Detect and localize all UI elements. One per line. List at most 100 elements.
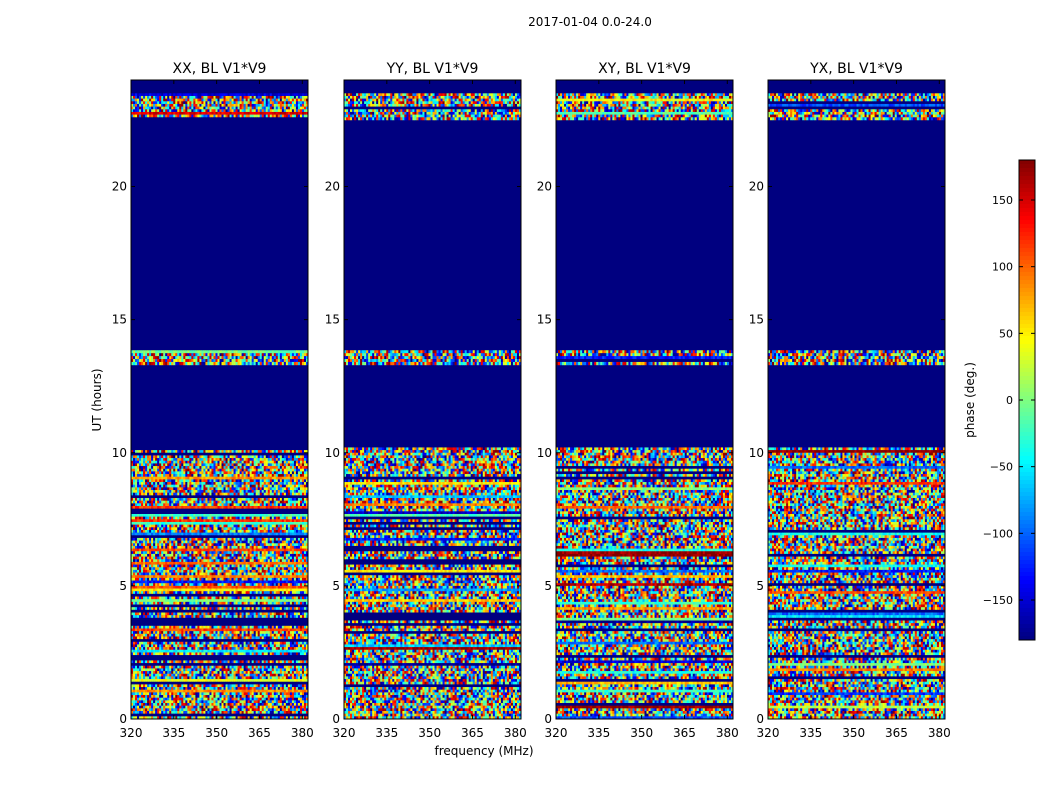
heatmap-cell: [259, 564, 263, 568]
heatmap-cell: [169, 519, 172, 523]
heatmap-cell: [167, 455, 170, 459]
heatmap-cell: [267, 545, 271, 549]
heatmap-cell: [301, 455, 305, 459]
heatmap-cell: [271, 569, 275, 573]
heatmap-cell: [223, 540, 226, 544]
heatmap-cell: [221, 524, 224, 528]
heatmap-cell: [159, 524, 162, 528]
heatmap-cell: [171, 458, 174, 462]
heatmap-cell: [165, 548, 168, 552]
heatmap-cell: [211, 492, 214, 496]
heatmap-cell: [219, 506, 222, 509]
heatmap-cell: [135, 458, 138, 462]
heatmap-cell: [297, 556, 301, 560]
heatmap-cell: [291, 450, 295, 454]
heatmap-cell: [145, 575, 148, 579]
heatmap-cell: [299, 503, 303, 507]
heatmap-cell: [223, 500, 226, 504]
heatmap-cell: [279, 447, 283, 451]
heatmap-cell: [203, 468, 206, 472]
heatmap-cell: [209, 535, 212, 539]
heatmap-cell: [245, 551, 248, 555]
heatmap-cell: [291, 471, 295, 475]
heatmap-cell: [207, 479, 210, 483]
heatmap-cell: [169, 577, 172, 581]
heatmap-cell: [249, 567, 252, 571]
heatmap-cell: [169, 553, 172, 557]
heatmap-cell: [195, 516, 198, 520]
heatmap-cell: [135, 447, 138, 451]
heatmap-cell: [179, 524, 182, 528]
heatmap-cell: [265, 452, 269, 456]
heatmap-cell: [249, 556, 252, 560]
heatmap-cell: [173, 463, 176, 467]
heatmap-cell: [249, 532, 252, 536]
heatmap-cell: [283, 460, 287, 464]
heatmap-cell: [203, 553, 206, 557]
heatmap-cell: [171, 567, 174, 571]
heatmap-cell: [237, 474, 240, 478]
heatmap-cell: [217, 527, 220, 531]
heatmap-cell: [195, 524, 198, 528]
heatmap-cell: [183, 463, 186, 467]
heatmap-cell: [267, 513, 271, 517]
heatmap-cell: [291, 508, 295, 512]
heatmap-cell: [271, 452, 275, 456]
heatmap-cell: [223, 521, 226, 525]
heatmap-cell: [269, 569, 273, 573]
heatmap-cell: [133, 484, 136, 488]
heatmap-cell: [225, 447, 228, 451]
heatmap-cell: [197, 527, 200, 531]
heatmap-cell: [303, 503, 307, 507]
heatmap-cell: [233, 471, 236, 475]
heatmap-cell: [279, 474, 283, 478]
heatmap-cell: [179, 471, 182, 475]
heatmap-cell: [137, 585, 140, 589]
heatmap-cell: [147, 447, 150, 451]
heatmap-cell: [187, 463, 190, 467]
heatmap-cell: [235, 575, 238, 579]
heatmap-cell: [213, 583, 216, 587]
heatmap-cell: [199, 567, 202, 571]
heatmap-cell: [137, 577, 140, 581]
heatmap-cell: [133, 516, 136, 520]
heatmap-cell: [151, 490, 154, 493]
heatmap-cell: [229, 482, 232, 485]
heatmap-cell: [217, 495, 220, 499]
heatmap-cell: [153, 476, 156, 480]
heatmap-cell: [201, 476, 204, 480]
heatmap-cell: [231, 498, 234, 501]
heatmap-cell: [219, 545, 222, 549]
heatmap-cell: [255, 567, 259, 571]
heatmap-cell: [273, 479, 277, 483]
heatmap-cell: [231, 492, 234, 496]
heatmap-cell: [137, 535, 140, 539]
heatmap-cell: [263, 527, 267, 531]
heatmap-cell: [227, 548, 230, 552]
heatmap-cell: [273, 561, 277, 565]
heatmap-cell: [251, 519, 254, 523]
heatmap-cell: [145, 471, 148, 475]
heatmap-cell: [277, 553, 281, 557]
heatmap-cell: [281, 519, 285, 523]
heatmap-cell: [183, 471, 186, 475]
heatmap-cell: [143, 521, 146, 525]
heatmap-cell: [187, 588, 190, 592]
heatmap-cell: [241, 506, 244, 509]
heatmap-cell: [275, 532, 279, 536]
heatmap-cell: [255, 474, 259, 478]
heatmap-cell: [209, 452, 212, 456]
heatmap-cell: [195, 495, 198, 499]
heatmap-cell: [247, 508, 250, 512]
heatmap-cell: [175, 452, 178, 456]
heatmap-cell: [297, 564, 301, 568]
heatmap-cell: [131, 532, 134, 536]
heatmap-cell: [235, 511, 238, 515]
heatmap-cell: [235, 498, 238, 501]
heatmap-cell: [215, 593, 218, 597]
heatmap-cell: [157, 580, 160, 584]
heatmap-cell: [217, 516, 220, 520]
heatmap-cell: [137, 474, 140, 478]
heatmap-cell: [285, 468, 289, 472]
heatmap-cell: [297, 506, 301, 509]
